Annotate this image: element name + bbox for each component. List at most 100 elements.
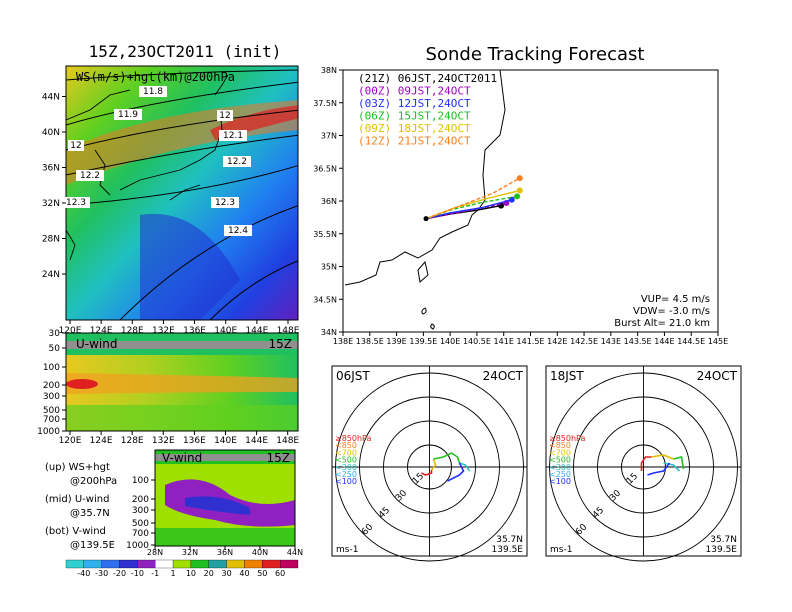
track-x-tick-label: 141E <box>494 337 514 346</box>
map-y-ticks: 24N 28N 32N 36N 40N 44N <box>42 93 66 280</box>
u-x-tick-label: 124E <box>90 436 113 446</box>
contour-label-box <box>217 110 233 121</box>
v-colorbar-label: -20 <box>113 569 126 578</box>
v-wind-time: 15Z <box>267 451 291 465</box>
contour-labels: 11.8 11.9 12 12 12.1 12.2 12.2 12.3 12.3 12.4 <box>62 86 252 236</box>
contour-label-box <box>224 225 252 236</box>
u-x-tick-label: 136E <box>183 436 206 446</box>
track-legend-entry: (12Z) 21JST,24OCT <box>358 135 471 148</box>
hodograph-lat: 35.7N <box>710 535 737 545</box>
track-series <box>423 175 523 222</box>
track-x-ticks: 138E 138.5E 139E 139.5E 140E 140.5E 141E 141.5E… <box>333 332 728 346</box>
hodograph-legend-entry: <250 <box>335 470 357 479</box>
contour-label: 12.3 <box>215 198 235 208</box>
note-up-level: @200hPa <box>70 476 117 487</box>
v-colorbar-label: -10 <box>131 569 144 578</box>
v-colorbar-swatch <box>262 559 281 569</box>
track-legend-entry: (00Z) 09JST,24OCT <box>358 85 471 98</box>
annotation-vup: VUP= 4.5 m/s <box>641 294 710 305</box>
v-x-tick-label: 44N <box>287 548 303 557</box>
v-colorbar-label: 60 <box>275 569 285 578</box>
hodograph-unit: ms-1 <box>336 545 358 555</box>
hodograph-legend-entry: <500 <box>549 456 571 465</box>
hodograph-trace <box>673 456 685 470</box>
u-y-tick-label: 100 <box>43 363 60 373</box>
track-y-tick-label: 35.5N <box>313 230 337 239</box>
map-x-tick-label: 136E <box>183 326 206 336</box>
contour-label-box <box>219 130 247 141</box>
note-mid: (mid) U-wind <box>45 494 109 505</box>
track-line <box>425 199 512 220</box>
u-x-tick-label: 140E <box>214 436 237 446</box>
hodograph-date: 24OCT <box>697 369 738 383</box>
hodograph-legend-entry: <850 <box>335 441 357 450</box>
hodograph-trace <box>663 462 681 472</box>
map-y-tick-label: 40N <box>42 128 60 138</box>
ws-hgt-panel: WS(m/s)+hgt(km)@200hPa 11.811.9 121212.11… <box>42 65 300 355</box>
v-colorbar-swatch <box>280 559 299 569</box>
track-y-ticks: 34N 34.5N 35N 35.5N 36N 36.5N 37N 37.5N 38N <box>313 66 343 337</box>
u-wind-panel: U-wind 15Z 120E 124E 128E 132E 136E 140E 144E 1… <box>37 329 299 446</box>
contour-label-box <box>211 197 239 208</box>
hodograph-trace <box>447 462 465 482</box>
v-colorbar-label: -1 <box>151 569 159 578</box>
track-legend-entry: (06Z) 15JST,24OCT <box>358 110 471 123</box>
track-x-tick-label: 144E <box>654 337 674 346</box>
v-y-tick-label: 1000 <box>126 541 149 551</box>
contour-label: 12.2 <box>227 157 247 167</box>
track-x-tick-label: 143E <box>601 337 621 346</box>
track-y-tick-label: 34N <box>321 328 337 337</box>
ws-panel-title: WS(m/s)+hgt(km)@200hPa <box>76 70 235 84</box>
hodograph-trace <box>430 458 437 471</box>
map-y-tick-label: 32N <box>42 199 60 209</box>
page-title-right: Sonde Tracking Forecast <box>426 44 645 65</box>
track-end-point <box>514 193 521 200</box>
track-panel: (21Z) 06JST,24OCT2011(00Z) 09JST,24OCT(0… <box>313 66 728 346</box>
v-colorbar-label: 10 <box>186 569 196 578</box>
hodograph-legend-entry: <500 <box>335 456 357 465</box>
hodograph-title: 06JST <box>336 369 370 383</box>
u-y-tick-label: 200 <box>43 381 60 391</box>
v-colorbar-label: 30 <box>222 569 232 578</box>
v-y-tick-label: 300 <box>132 506 149 516</box>
hodograph-trace <box>651 454 674 460</box>
v-colorbar-swatch <box>190 559 209 569</box>
v-x-tick-label: 40N <box>252 548 268 557</box>
track-y-tick-label: 37N <box>321 132 337 141</box>
contour-label-box <box>76 170 104 181</box>
note-bot-lon: @139.5E <box>70 540 115 551</box>
track-legend-entry: (09Z) 18JST,24OCT <box>358 122 471 135</box>
v-y-tick-label: 700 <box>132 529 149 539</box>
track-legend-entry: (03Z) 12JST,24OCT <box>358 97 471 110</box>
v-x-tick-label: 36N <box>217 548 233 557</box>
launch-point <box>423 216 429 222</box>
hodograph-title: 18JST <box>550 369 584 383</box>
contour-label: 12.1 <box>223 131 243 141</box>
track-end-point <box>516 175 523 182</box>
annotation-burst-alt: Burst Alt= 21.0 km <box>614 318 710 329</box>
hodograph-legend-entry: <100 <box>549 477 571 486</box>
map-x-tick-label: 144E <box>245 326 268 336</box>
v-colorbar-swatch <box>119 559 138 569</box>
v-colorbar-swatch <box>244 559 263 569</box>
v-y-tick-label: 500 <box>132 519 149 529</box>
contour-label: 12 <box>70 141 81 151</box>
v-colorbar-label: -40 <box>77 569 90 578</box>
hodograph-date: 24OCT <box>483 369 524 383</box>
contour-label: 11.9 <box>118 110 138 120</box>
note-mid-lat: @35.7N <box>70 508 110 519</box>
annotation-vdw: VDW= -3.0 m/s <box>633 306 710 317</box>
v-y-tick-label: 100 <box>132 476 149 486</box>
note-up: (up) WS+hgt <box>45 462 110 473</box>
contour-label-box <box>62 197 90 208</box>
map-x-tick-label: 140E <box>214 326 237 336</box>
v-colorbar-label: 1 <box>171 569 176 578</box>
u-y-tick-label: 30 <box>49 329 61 339</box>
v-colorbar-swatch <box>101 559 120 569</box>
contour-label-box <box>114 109 142 120</box>
map-x-tick-label: 128E <box>121 326 144 336</box>
